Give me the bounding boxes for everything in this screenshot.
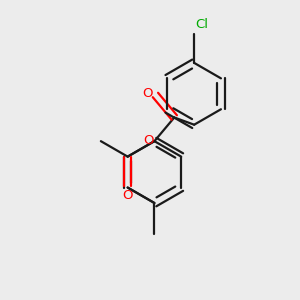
Text: O: O	[122, 189, 133, 202]
Text: O: O	[142, 87, 153, 100]
Text: O: O	[143, 134, 154, 147]
Text: Cl: Cl	[196, 18, 208, 31]
